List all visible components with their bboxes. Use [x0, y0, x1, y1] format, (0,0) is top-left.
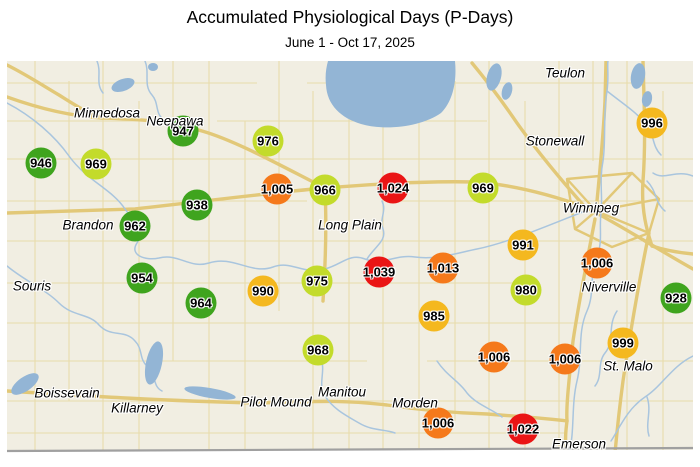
date-range: June 1 - Oct 17, 2025: [285, 35, 415, 50]
town-label: Neepawa: [146, 113, 204, 129]
page-title: Accumulated Physiological Days (P-Days): [186, 7, 514, 27]
station-marker: 976: [252, 125, 284, 157]
station-marker: 985: [418, 300, 450, 332]
lakes: [11, 61, 653, 400]
station-marker: 1,006: [549, 343, 581, 375]
town-label: Brandon: [62, 217, 114, 233]
town-label: Pilot Mound: [240, 394, 312, 410]
pelican-lake: [11, 373, 39, 395]
station-marker: 991: [507, 229, 539, 261]
town-label: Killarney: [111, 400, 163, 416]
station-marker: 996: [636, 107, 668, 139]
station-marker: 1,006: [581, 247, 613, 279]
rock-lake: [184, 386, 236, 400]
station-marker: 1,024: [377, 172, 409, 204]
station-marker: 980: [510, 274, 542, 306]
station-marker: 1,022: [507, 413, 539, 445]
station-marker: 946: [25, 147, 57, 179]
station-marker: 966: [309, 174, 341, 206]
station-marker: 938: [181, 189, 213, 221]
land-background: [7, 61, 693, 453]
stations-layer: 946 969 947 938 976 1,005 966 1,024 969 996 962 954…: [7, 61, 693, 453]
station-marker: 990: [247, 275, 279, 307]
station-marker: 968: [302, 334, 334, 366]
town-label: Minnedosa: [73, 105, 141, 121]
town-label: Niverville: [581, 279, 637, 295]
station-marker: 975: [301, 265, 333, 297]
town-label: Morden: [392, 395, 438, 411]
town-label: Souris: [12, 278, 52, 294]
station-marker: 969: [467, 172, 499, 204]
station-marker: 964: [185, 287, 217, 319]
town-label: Teulon: [544, 65, 586, 81]
lake-manitoba: [325, 61, 456, 128]
station-marker: 969: [80, 148, 112, 180]
town-label: Winnipeg: [562, 200, 620, 216]
station-marker: 1,006: [478, 341, 510, 373]
station-marker: 954: [126, 262, 158, 294]
station-marker: 1,039: [363, 256, 395, 288]
town-label: Long Plain: [318, 217, 382, 233]
station-marker: 1,005: [261, 173, 293, 205]
map-canvas: 946 969 947 938 976 1,005 966 1,024 969 996 962 954…: [7, 61, 693, 453]
station-marker: 947: [167, 115, 199, 147]
town-label: St. Malo: [603, 358, 653, 374]
map-base-svg: [7, 61, 693, 453]
station-marker: 1,006: [422, 407, 454, 439]
town-label: Emerson: [551, 436, 607, 452]
winnipeg-road-cluster: [565, 171, 661, 249]
town-label: Manitou: [317, 384, 367, 400]
station-marker: 928: [660, 282, 692, 314]
station-marker: 962: [119, 210, 151, 242]
town-label: Stonewall: [525, 133, 585, 149]
town-label: Boissevain: [34, 385, 100, 401]
station-marker: 1,013: [427, 252, 459, 284]
border-margin: [7, 450, 693, 453]
us-border-line: [7, 446, 693, 453]
station-marker: 999: [607, 327, 639, 359]
towns-layer: Minnedosa Neepawa Teulon Stonewall Winnipeg B…: [7, 61, 693, 453]
